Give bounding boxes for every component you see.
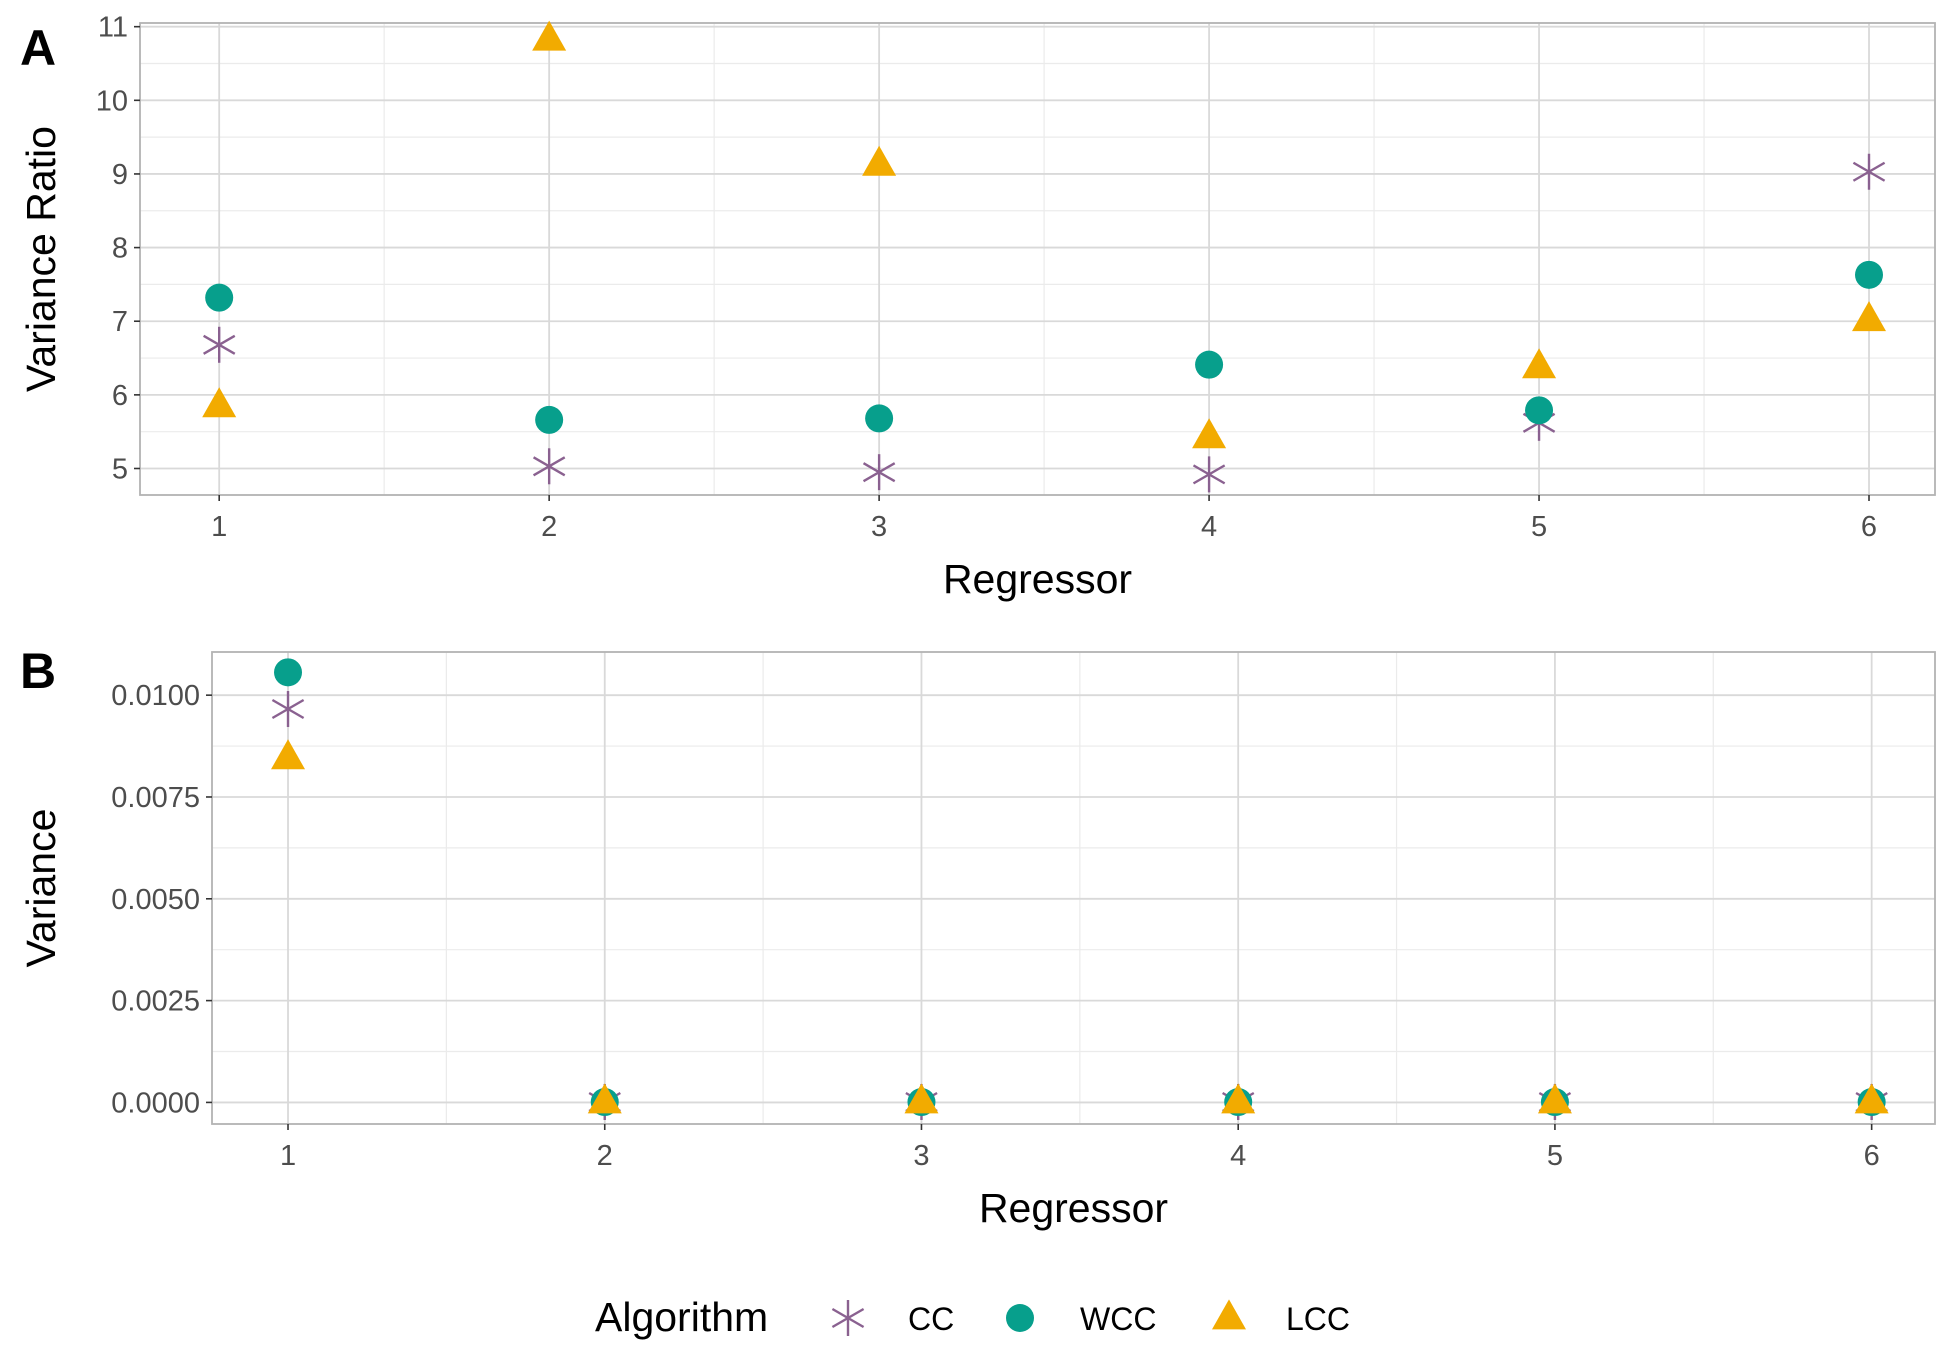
panel-border (211, 651, 1936, 1125)
point-wcc (205, 283, 234, 312)
legend-item-wcc: WCC (1006, 1301, 1156, 1337)
asterisk-stroke (862, 462, 896, 483)
y-tick-label: 5 (112, 453, 128, 485)
x-tick-label: 5 (1531, 511, 1547, 543)
y-tick-label: 0.0100 (111, 680, 200, 712)
legend-item-lcc: LCC (1212, 1299, 1350, 1337)
y-tick-label: 0.0050 (111, 884, 200, 916)
point-wcc (865, 404, 894, 433)
point-wcc (535, 405, 564, 434)
x-tick-label: 1 (280, 1140, 296, 1172)
y-tick-label: 10 (96, 85, 128, 117)
point-lcc (1522, 348, 1557, 379)
legend-item-cc: CC (831, 1300, 954, 1337)
x-tick-label: 4 (1201, 511, 1217, 543)
asterisk-stroke (831, 1307, 865, 1329)
panel-border (139, 22, 1936, 496)
y-tick-label: 0.0075 (111, 782, 200, 814)
point-cc (1192, 456, 1226, 493)
legend-key-wcc (1006, 1304, 1034, 1332)
asterisk-stroke (271, 698, 305, 720)
point-cc (203, 326, 236, 363)
data-points (202, 20, 1887, 493)
asterisk-stroke (1192, 464, 1226, 485)
asterisk-stroke (203, 334, 236, 355)
point-wcc (1195, 350, 1224, 379)
point-wcc (1855, 260, 1884, 289)
x-tick-label: 3 (913, 1140, 929, 1172)
point-lcc (1192, 418, 1227, 449)
grid-lines (212, 652, 1935, 1124)
point-lcc (1852, 301, 1887, 332)
y-axis-title: Variance Ratio (18, 126, 64, 392)
y-tick-label: 6 (112, 380, 128, 412)
y-tick-label: 0.0000 (111, 1087, 200, 1119)
point-wcc (274, 658, 303, 687)
panel-tag: A (20, 20, 56, 76)
point-wcc (1525, 396, 1554, 425)
x-tick-label: 1 (211, 511, 227, 543)
asterisk-stroke (532, 456, 566, 477)
point-lcc (862, 145, 897, 176)
point-cc (271, 691, 305, 728)
x-tick-label: 2 (541, 511, 557, 543)
point-lcc (587, 1083, 622, 1114)
point-lcc (532, 20, 567, 51)
plot-background (140, 23, 1935, 495)
point-cc (532, 448, 566, 485)
data-points (271, 658, 1889, 1121)
legend-key-lcc (1212, 1299, 1246, 1330)
x-tick-label: 5 (1547, 1140, 1563, 1172)
x-axis-title: Regressor (943, 556, 1132, 602)
point-lcc (904, 1083, 939, 1114)
legend-label: LCC (1286, 1301, 1350, 1337)
plot-background (212, 652, 1935, 1124)
y-tick-label: 9 (112, 159, 128, 191)
legend: Algorithm CC WCC LCC (595, 1294, 1350, 1340)
x-axis-title: Regressor (979, 1185, 1168, 1231)
panel-tag: B (20, 643, 56, 699)
point-lcc (1221, 1083, 1256, 1114)
x-tick-label: 6 (1864, 1140, 1880, 1172)
panel-b: 0.0000 0.0025 0.0050 0.0075 0.0100 1 2 3 4 5 6 Regr… (18, 643, 1936, 1231)
legend-label: CC (908, 1301, 954, 1337)
y-tick-label: 8 (112, 233, 128, 265)
legend-label: WCC (1080, 1301, 1156, 1337)
x-tick-label: 4 (1230, 1140, 1246, 1172)
y-tick-label: 7 (112, 306, 128, 338)
y-axis-title: Variance (18, 809, 64, 968)
point-cc (1852, 153, 1886, 190)
asterisk-stroke (1852, 161, 1886, 182)
point-lcc (271, 739, 306, 770)
legend-key-cc (831, 1300, 865, 1336)
y-tick-label: 11 (98, 12, 128, 44)
x-tick-label: 6 (1861, 511, 1877, 543)
y-tick-label: 0.0025 (111, 986, 200, 1018)
point-lcc (1854, 1083, 1889, 1114)
point-lcc (202, 387, 237, 418)
point-lcc (1537, 1083, 1572, 1114)
x-tick-label: 2 (597, 1140, 613, 1172)
legend-title: Algorithm (595, 1294, 768, 1340)
x-tick-label: 3 (871, 511, 887, 543)
point-cc (862, 454, 896, 491)
